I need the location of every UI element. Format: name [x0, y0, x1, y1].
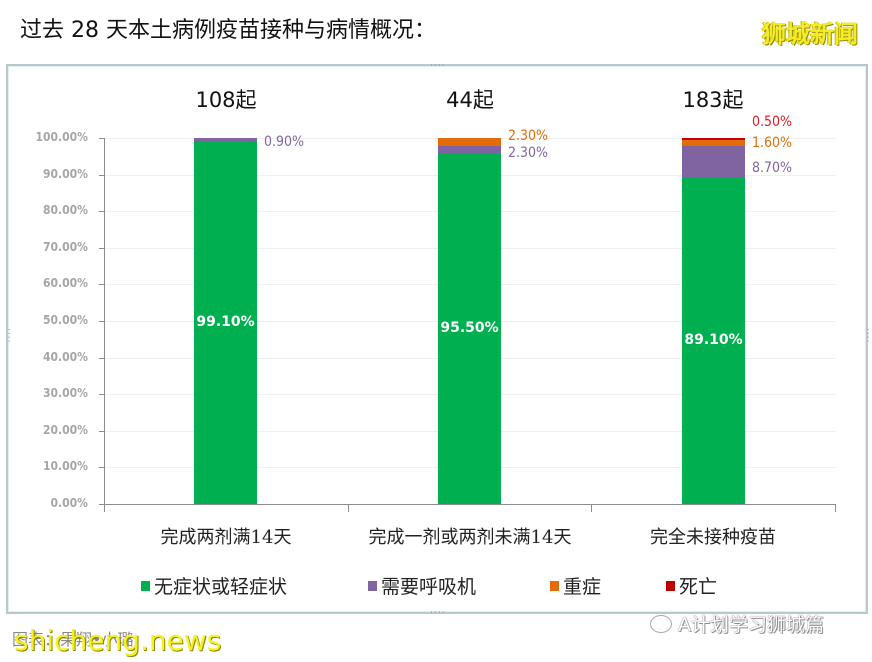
legend-label: 重症 — [563, 576, 602, 598]
legend-item[interactable]: 需要呼吸机 — [368, 572, 476, 599]
x-axis-category-label: 完成两剂满14天 — [160, 527, 292, 548]
y-axis-tick-mark — [99, 211, 104, 212]
wechat-account-name: A计划学习狮城篇 — [678, 614, 824, 636]
case-count-label: 183起 — [682, 88, 744, 112]
x-axis-category-label: 完全未接种疫苗 — [650, 527, 776, 548]
bar-value-label: 0.90% — [264, 134, 305, 150]
y-axis-tick-label: 40.00% — [43, 350, 88, 364]
y-axis-line — [104, 138, 105, 504]
legend-swatch — [368, 580, 377, 591]
resize-handle-left[interactable]: ···· — [3, 328, 13, 344]
x-axis-line — [104, 504, 835, 505]
brand-logo: 狮城新闻 — [762, 20, 858, 48]
legend-item[interactable]: 无症状或轻症状 — [141, 572, 287, 599]
x-axis-tick-mark — [348, 504, 349, 512]
y-axis-tick-mark — [99, 321, 104, 322]
bar-value-label: 8.70% — [752, 160, 793, 176]
legend-swatch — [550, 580, 559, 591]
legend-item[interactable]: 重症 — [550, 572, 601, 599]
x-axis-tick-mark — [104, 504, 105, 512]
legend-label: 需要呼吸机 — [381, 576, 477, 598]
bar-segment[interactable] — [682, 177, 745, 504]
legend-label: 无症状或轻症状 — [154, 576, 288, 598]
y-axis-tick-label: 30.00% — [43, 386, 88, 400]
resize-handle-bottom[interactable]: ···· — [430, 608, 446, 618]
case-count-label: 44起 — [446, 88, 494, 112]
y-axis-tick-mark — [99, 431, 104, 432]
resize-handle-right[interactable]: ···· — [862, 328, 872, 344]
legend-label: 死亡 — [679, 576, 718, 598]
y-axis-tick-label: 10.00% — [43, 459, 88, 473]
bar-value-label: 2.30% — [508, 128, 549, 144]
bar-segment[interactable] — [682, 138, 745, 141]
bar-value-label: 2.30% — [508, 145, 549, 161]
bar-segment[interactable] — [682, 146, 745, 178]
x-axis-tick-mark — [591, 504, 592, 512]
site-watermark: shicheng.news — [14, 624, 222, 657]
y-axis-tick-label: 50.00% — [43, 313, 88, 327]
bar-value-label: 99.10% — [196, 314, 255, 330]
y-axis-tick-label: 70.00% — [43, 240, 88, 254]
y-axis-tick-mark — [99, 467, 104, 468]
y-axis-tick-mark — [99, 248, 104, 249]
bar-value-label: 95.50% — [440, 320, 499, 336]
y-axis-tick-mark — [99, 504, 104, 505]
legend-item[interactable]: 死亡 — [666, 572, 717, 599]
case-count-label: 108起 — [195, 88, 257, 112]
x-axis-category-label: 完成一剂或两剂未满14天 — [368, 527, 572, 548]
bar-segment[interactable] — [438, 146, 501, 155]
bar-value-label: 1.60% — [752, 135, 793, 151]
y-axis-tick-label: 60.00% — [43, 276, 88, 290]
y-axis-tick-mark — [99, 175, 104, 176]
y-axis-tick-label: 90.00% — [43, 167, 88, 181]
legend-swatch — [141, 580, 150, 591]
wechat-icon — [650, 614, 672, 633]
y-axis-tick-mark — [99, 138, 104, 139]
bar-value-label: 89.10% — [684, 332, 743, 348]
legend-swatch — [666, 580, 675, 591]
bar-segment[interactable] — [682, 140, 745, 147]
bar-segment[interactable] — [438, 154, 501, 504]
chart-credit: 图表：果翔•小璐 — [12, 630, 134, 649]
y-axis-tick-label: 20.00% — [43, 423, 88, 437]
bar-segment[interactable] — [438, 137, 501, 147]
y-axis-tick-mark — [99, 358, 104, 359]
x-axis-tick-mark — [835, 504, 836, 512]
y-axis-tick-mark — [99, 394, 104, 395]
y-axis-tick-label: 100.00% — [35, 130, 88, 144]
y-axis-tick-mark — [99, 284, 104, 285]
y-axis-tick-label: 0.00% — [50, 496, 88, 510]
resize-handle-top[interactable]: ···· — [430, 61, 446, 71]
bar-segment[interactable] — [194, 138, 257, 142]
bar-value-label: 0.50% — [752, 114, 793, 130]
y-axis-tick-label: 80.00% — [43, 203, 88, 217]
page-title: 过去 28 天本土病例疫苗接种与病情概况： — [20, 18, 436, 43]
bar-segment[interactable] — [194, 141, 257, 504]
wechat-account: A计划学习狮城篇 — [650, 610, 824, 637]
